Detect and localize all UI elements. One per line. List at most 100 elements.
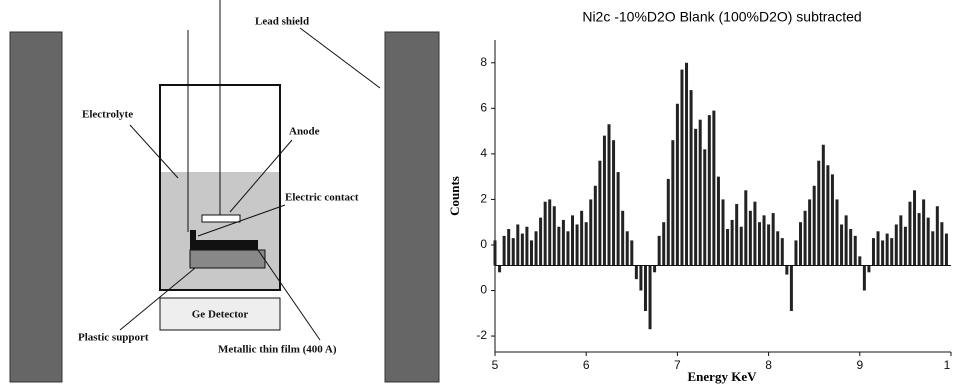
bar <box>849 229 853 266</box>
bar <box>735 203 739 266</box>
y-tick-label: -2 <box>476 328 487 342</box>
chart-title: Ni2c -10%D2O Blank (100%D2O) subtracted <box>582 9 861 25</box>
bar <box>698 119 702 266</box>
bar <box>584 222 588 266</box>
bar <box>602 135 606 266</box>
bar <box>689 90 693 266</box>
bar <box>643 265 647 312</box>
bar <box>566 231 570 266</box>
bar <box>817 160 821 266</box>
bar <box>913 190 917 266</box>
bar <box>726 229 730 266</box>
bar <box>812 185 816 266</box>
bar <box>808 199 812 266</box>
bar <box>917 213 921 266</box>
bar <box>561 219 565 266</box>
label: Electric contact <box>285 192 359 204</box>
x-tick-label: 9 <box>856 358 863 372</box>
bar <box>671 140 675 266</box>
bar <box>776 231 780 266</box>
label: Metallic thin film (400 A) <box>218 344 337 356</box>
bar <box>634 265 638 280</box>
bar <box>826 165 830 266</box>
bar <box>511 238 515 266</box>
bar <box>944 233 948 266</box>
bar <box>830 174 834 266</box>
bar <box>498 265 502 273</box>
bar <box>853 235 857 266</box>
bar <box>903 226 907 266</box>
label: Lead shield <box>255 16 309 28</box>
bar <box>771 213 775 266</box>
bar <box>935 206 939 266</box>
x-tick-label: 6 <box>583 358 590 372</box>
bar <box>612 140 616 266</box>
bar <box>639 265 643 291</box>
label: Anode <box>289 126 320 138</box>
bar <box>780 238 784 266</box>
bar <box>598 160 602 266</box>
chart: Ni2c -10%D2O Blank (100%D2O) subtracted … <box>447 9 952 384</box>
bar <box>621 210 625 266</box>
bar <box>890 238 894 266</box>
bar <box>543 201 547 266</box>
bar <box>630 240 634 266</box>
y-tick-label: 0 <box>480 283 487 297</box>
bar <box>899 215 903 266</box>
y-tick-label: 2 <box>480 192 487 206</box>
bar <box>653 265 657 273</box>
bar <box>552 206 556 266</box>
bar <box>739 226 743 266</box>
y-tick-label: 6 <box>480 100 487 114</box>
bar <box>548 199 552 266</box>
bar <box>762 215 766 266</box>
lead-shield-right <box>384 31 440 383</box>
bar <box>716 176 720 266</box>
bar <box>931 231 935 266</box>
bar <box>703 149 707 266</box>
bar <box>575 224 579 266</box>
y-tick-label: 8 <box>480 55 487 69</box>
bar <box>607 124 611 266</box>
label: Plastic support <box>78 332 149 344</box>
bar <box>894 224 898 266</box>
bar <box>799 222 803 266</box>
bar <box>794 240 798 266</box>
x-tick-label: 8 <box>765 358 772 372</box>
bar <box>625 231 629 266</box>
x-axis-label: Energy KeV <box>688 369 758 384</box>
bar <box>744 190 748 266</box>
bar <box>940 222 944 266</box>
bar <box>712 110 716 266</box>
support <box>189 249 266 269</box>
bar <box>534 231 538 266</box>
bar <box>502 235 506 266</box>
bar <box>557 226 561 266</box>
bar <box>789 265 793 312</box>
bar <box>922 199 926 266</box>
bar <box>757 222 761 266</box>
bar <box>589 199 593 266</box>
bar <box>539 217 543 266</box>
bar <box>785 265 789 275</box>
label: Electrolyte <box>82 109 133 121</box>
bar <box>520 233 524 266</box>
label: Ge Detector <box>192 309 249 321</box>
bar <box>507 229 511 266</box>
bar <box>858 256 862 266</box>
bar <box>844 215 848 266</box>
anode <box>201 214 241 223</box>
bar <box>871 238 875 266</box>
bar <box>721 199 725 266</box>
bar <box>694 128 698 266</box>
bar <box>493 240 497 266</box>
bar <box>821 144 825 266</box>
bar <box>571 215 575 266</box>
bar <box>525 226 529 266</box>
bar <box>666 178 670 266</box>
diagram: Lead shield Electrolyte Anode Electric c… <box>9 0 440 383</box>
x-tick-label: 5 <box>492 358 499 372</box>
bar <box>675 103 679 266</box>
y-axis-label: Counts <box>447 176 462 216</box>
bar <box>753 201 757 266</box>
